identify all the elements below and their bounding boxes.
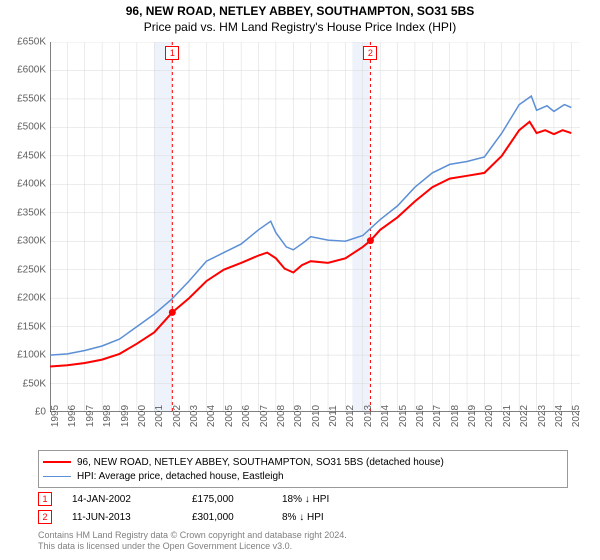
x-axis-label: 1997: [85, 405, 96, 427]
y-axis-label: £250K: [0, 264, 46, 275]
x-axis-label: 2005: [224, 405, 235, 427]
y-axis-label: £550K: [0, 93, 46, 104]
y-axis-label: £0: [0, 407, 46, 418]
x-axis-label: 2004: [206, 405, 217, 427]
y-axis-label: £650K: [0, 37, 46, 48]
x-axis-label: 2008: [276, 405, 287, 427]
y-axis-label: £350K: [0, 207, 46, 218]
sale-row-2: 2 11-JUN-2013 £301,000 8% ↓ HPI: [38, 508, 372, 526]
x-axis-label: 2019: [467, 405, 478, 427]
sale-hpi-1: 18% ↓ HPI: [282, 494, 372, 505]
x-axis-label: 2021: [502, 405, 513, 427]
footer-line-1: Contains HM Land Registry data © Crown c…: [38, 530, 347, 541]
sale-date-1: 14-JAN-2002: [72, 494, 192, 505]
legend-swatch-hpi: [43, 476, 71, 477]
legend-box: 96, NEW ROAD, NETLEY ABBEY, SOUTHAMPTON,…: [38, 450, 568, 488]
chart-title-subtitle: Price paid vs. HM Land Registry's House …: [0, 20, 600, 34]
y-axis-label: £450K: [0, 150, 46, 161]
chart-svg: [50, 42, 580, 412]
legend-item-property: 96, NEW ROAD, NETLEY ABBEY, SOUTHAMPTON,…: [43, 455, 563, 469]
x-axis-label: 2011: [328, 405, 339, 427]
footer-attribution: Contains HM Land Registry data © Crown c…: [38, 530, 347, 552]
x-axis-label: 2000: [137, 405, 148, 427]
x-axis-label: 2016: [415, 405, 426, 427]
legend-item-hpi: HPI: Average price, detached house, East…: [43, 469, 563, 483]
x-axis-label: 2001: [154, 405, 165, 427]
x-axis-label: 2022: [519, 405, 530, 427]
x-axis-label: 2023: [537, 405, 548, 427]
x-axis-label: 2025: [571, 405, 582, 427]
y-axis-label: £150K: [0, 321, 46, 332]
x-axis-label: 1998: [102, 405, 113, 427]
plot-area: £0£50K£100K£150K£200K£250K£300K£350K£400…: [50, 42, 580, 412]
x-axis-label: 2015: [398, 405, 409, 427]
x-axis-label: 2017: [432, 405, 443, 427]
footer-line-2: This data is licensed under the Open Gov…: [38, 541, 347, 552]
sale-marker-1: 1: [38, 492, 52, 506]
y-axis-label: £500K: [0, 122, 46, 133]
y-axis-label: £200K: [0, 293, 46, 304]
sale-row-1: 1 14-JAN-2002 £175,000 18% ↓ HPI: [38, 490, 372, 508]
x-axis-label: 2003: [189, 405, 200, 427]
x-axis-label: 2009: [293, 405, 304, 427]
sales-table: 1 14-JAN-2002 £175,000 18% ↓ HPI 2 11-JU…: [38, 490, 372, 526]
x-axis-label: 2002: [172, 405, 183, 427]
x-axis-label: 2013: [363, 405, 374, 427]
x-axis-label: 2007: [259, 405, 270, 427]
sale-price-2: £301,000: [192, 512, 282, 523]
sale-marker-2: 2: [38, 510, 52, 524]
sale-marker-on-chart: 2: [363, 46, 377, 60]
y-axis-label: £50K: [0, 378, 46, 389]
x-axis-label: 1996: [67, 405, 78, 427]
x-axis-label: 2020: [484, 405, 495, 427]
y-axis-label: £100K: [0, 350, 46, 361]
x-axis-label: 2010: [311, 405, 322, 427]
sale-marker-on-chart: 1: [165, 46, 179, 60]
legend-swatch-property: [43, 461, 71, 463]
chart-title-address: 96, NEW ROAD, NETLEY ABBEY, SOUTHAMPTON,…: [0, 4, 600, 18]
legend-label-hpi: HPI: Average price, detached house, East…: [77, 471, 284, 482]
x-axis-label: 2018: [450, 405, 461, 427]
legend-label-property: 96, NEW ROAD, NETLEY ABBEY, SOUTHAMPTON,…: [77, 457, 444, 468]
x-axis-label: 2012: [345, 405, 356, 427]
y-axis-label: £300K: [0, 236, 46, 247]
x-axis-label: 1995: [50, 405, 61, 427]
sale-hpi-2: 8% ↓ HPI: [282, 512, 372, 523]
x-axis-label: 2014: [380, 405, 391, 427]
x-axis-label: 1999: [120, 405, 131, 427]
y-axis-label: £600K: [0, 65, 46, 76]
x-axis-label: 2006: [241, 405, 252, 427]
sale-price-1: £175,000: [192, 494, 282, 505]
sale-date-2: 11-JUN-2013: [72, 512, 192, 523]
y-axis-label: £400K: [0, 179, 46, 190]
x-axis-label: 2024: [554, 405, 565, 427]
